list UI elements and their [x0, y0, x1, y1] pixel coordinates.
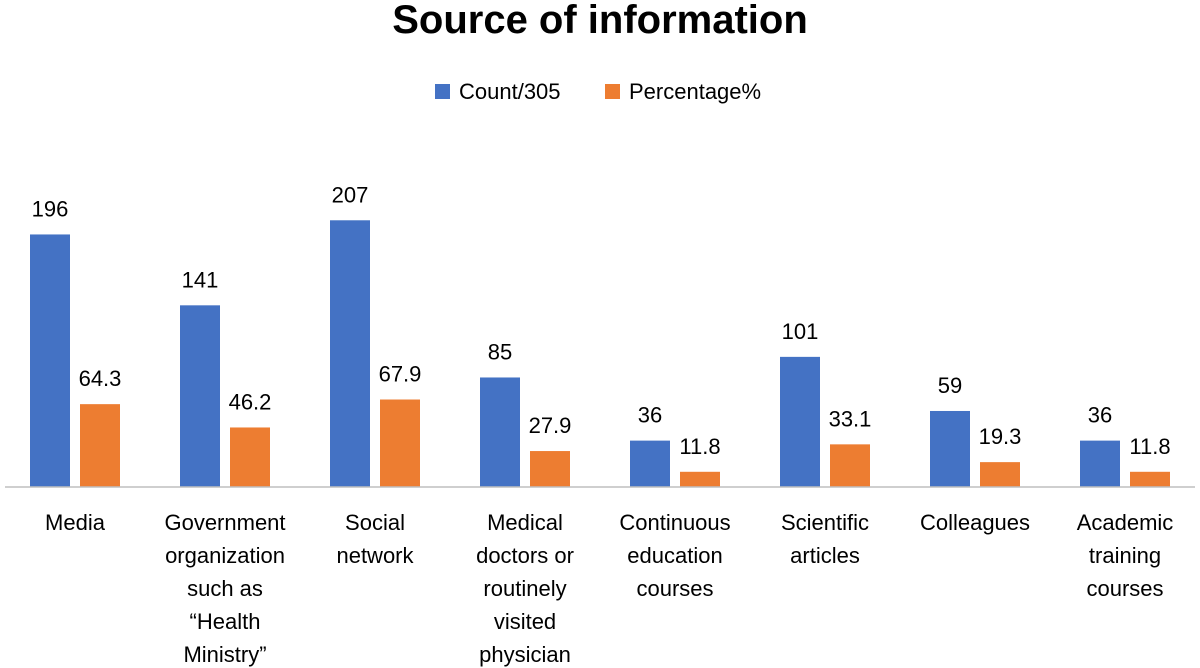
category-label-line: Media	[45, 510, 106, 535]
category-label-line: Scientific	[781, 510, 869, 535]
category-label-line: courses	[1086, 576, 1163, 601]
category-label-0: Media	[45, 510, 106, 535]
legend: Count/305 Percentage%	[435, 79, 761, 104]
category-label-line: physician	[479, 642, 571, 667]
category-label-line: such as	[187, 576, 263, 601]
legend-label-1: Percentage%	[629, 79, 761, 104]
bar-0-6	[930, 410, 970, 487]
bars	[30, 220, 1170, 487]
category-label-line: education	[627, 543, 722, 568]
data-label-0-2: 207	[332, 182, 369, 207]
category-label-line: courses	[636, 576, 713, 601]
category-label-line: Social	[345, 510, 405, 535]
bar-0-4	[630, 440, 670, 487]
category-label-line: doctors or	[476, 543, 574, 568]
category-label-2: Social network	[336, 510, 414, 568]
data-label-1-6: 19.3	[979, 424, 1022, 449]
bar-1-6	[980, 462, 1020, 487]
data-label-0-3: 85	[488, 339, 512, 364]
data-label-0-0: 196	[32, 196, 69, 221]
category-label-line: Academic	[1077, 510, 1174, 535]
category-label-line: training	[1089, 543, 1161, 568]
data-label-1-2: 67.9	[379, 362, 422, 387]
bar-1-7	[1130, 471, 1170, 487]
category-label-line: network	[336, 543, 414, 568]
category-label-4: Continuous education courses	[619, 510, 730, 601]
legend-swatch-1	[605, 84, 620, 99]
category-label-line: Government	[164, 510, 285, 535]
data-label-1-7: 11.8	[1129, 434, 1170, 459]
data-label-0-7: 36	[1088, 403, 1112, 428]
legend-swatch-0	[435, 84, 450, 99]
bar-0-5	[780, 356, 820, 487]
category-labels: Media Government organization such as “Healt…	[45, 510, 1173, 667]
category-label-line: Colleagues	[920, 510, 1030, 535]
data-label-1-0: 64.3	[79, 366, 122, 391]
bar-1-4	[680, 471, 720, 487]
legend-label-0: Count/305	[459, 79, 561, 104]
data-label-1-4: 11.8	[679, 434, 720, 459]
data-label-0-6: 59	[938, 373, 962, 398]
bar-0-7	[1080, 440, 1120, 487]
data-label-0-1: 141	[182, 267, 219, 292]
data-label-1-1: 46.2	[229, 389, 272, 414]
chart-title: Source of information	[392, 0, 808, 42]
category-label-3: Medical doctors or routinely visited physici…	[476, 510, 574, 667]
data-label-0-5: 101	[782, 319, 819, 344]
category-label-5: Scientific articles	[781, 510, 869, 568]
category-label-line: “Health	[190, 609, 261, 634]
bar-1-5	[830, 444, 870, 487]
category-label-1: Government organization such as “Health Mini…	[164, 510, 285, 667]
data-label-1-3: 27.9	[529, 413, 572, 438]
value-labels: 196 141 207 85 36 101 59 36 64.3 46.2 67.9 27.9 11.8…	[32, 182, 1171, 459]
category-label-line: routinely	[483, 576, 566, 601]
bar-1-2	[380, 399, 420, 487]
category-label-line: organization	[165, 543, 285, 568]
bar-0-2	[330, 220, 370, 487]
bar-1-0	[80, 404, 120, 487]
category-label-line: Medical	[487, 510, 563, 535]
bar-0-1	[180, 305, 220, 487]
category-label-line: Ministry”	[183, 642, 266, 667]
category-label-line: Continuous	[619, 510, 730, 535]
category-label-line: visited	[494, 609, 556, 634]
category-label-6: Colleagues	[920, 510, 1030, 535]
bar-0-3	[480, 377, 520, 487]
data-label-0-4: 36	[638, 403, 662, 428]
category-label-line: articles	[790, 543, 860, 568]
category-label-7: Academic training courses	[1077, 510, 1174, 601]
bar-0-0	[30, 234, 70, 487]
bar-1-3	[530, 451, 570, 487]
data-label-1-5: 33.1	[829, 406, 872, 431]
bar-1-1	[230, 427, 270, 487]
